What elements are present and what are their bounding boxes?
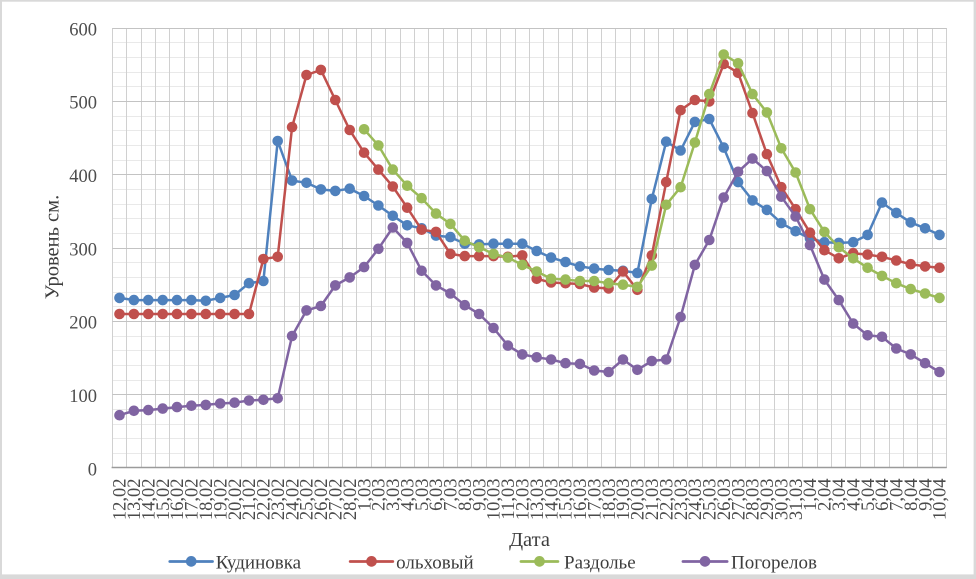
svg-text:6,03: 6,03 xyxy=(427,479,447,511)
svg-text:18,03: 18,03 xyxy=(600,479,620,521)
svg-text:4,03: 4,03 xyxy=(398,479,418,511)
svg-text:25,03: 25,03 xyxy=(701,479,721,521)
svg-text:9,03: 9,03 xyxy=(470,479,490,511)
svg-text:300: 300 xyxy=(69,240,97,260)
svg-text:15,03: 15,03 xyxy=(557,479,577,521)
svg-text:28,02: 28,02 xyxy=(341,479,361,521)
svg-text:200: 200 xyxy=(69,314,97,334)
svg-text:100: 100 xyxy=(69,387,97,407)
svg-text:9,04: 9,04 xyxy=(916,479,936,511)
svg-text:12,02: 12,02 xyxy=(111,479,131,521)
svg-text:13,03: 13,03 xyxy=(528,479,548,521)
svg-text:21,02: 21,02 xyxy=(240,479,260,521)
svg-text:28,03: 28,03 xyxy=(744,479,764,521)
svg-text:21,03: 21,03 xyxy=(643,479,663,521)
svg-text:22,02: 22,02 xyxy=(255,479,275,521)
svg-text:31,03: 31,03 xyxy=(787,479,807,521)
svg-text:25,02: 25,02 xyxy=(298,479,318,521)
svg-text:29,03: 29,03 xyxy=(758,479,778,521)
svg-text:18,02: 18,02 xyxy=(197,479,217,521)
svg-text:5,03: 5,03 xyxy=(413,479,433,511)
svg-text:500: 500 xyxy=(69,94,97,114)
svg-text:19,02: 19,02 xyxy=(211,479,231,521)
svg-text:2,03: 2,03 xyxy=(370,479,390,511)
svg-text:19,03: 19,03 xyxy=(614,479,634,521)
svg-text:7,03: 7,03 xyxy=(442,479,462,511)
svg-text:5,04: 5,04 xyxy=(859,479,879,511)
svg-text:8,03: 8,03 xyxy=(456,479,476,511)
svg-text:3,04: 3,04 xyxy=(830,479,850,511)
svg-text:14,02: 14,02 xyxy=(140,479,160,521)
svg-text:6,04: 6,04 xyxy=(873,479,893,511)
svg-text:Дата: Дата xyxy=(509,529,550,551)
svg-text:Кудиновка: Кудиновка xyxy=(216,552,302,573)
svg-text:27,02: 27,02 xyxy=(327,479,347,521)
svg-text:23,02: 23,02 xyxy=(269,479,289,521)
svg-text:17,02: 17,02 xyxy=(183,479,203,521)
svg-text:15,02: 15,02 xyxy=(154,479,174,521)
svg-text:400: 400 xyxy=(69,167,97,187)
svg-text:20,03: 20,03 xyxy=(629,479,649,521)
svg-text:600: 600 xyxy=(69,20,97,40)
svg-text:10,04: 10,04 xyxy=(931,479,951,521)
svg-text:11,03: 11,03 xyxy=(499,479,519,520)
svg-text:20,02: 20,02 xyxy=(226,479,246,521)
svg-text:8,04: 8,04 xyxy=(902,479,922,511)
svg-text:13,02: 13,02 xyxy=(125,479,145,521)
svg-text:22,03: 22,03 xyxy=(657,479,677,521)
svg-text:Раздолье: Раздолье xyxy=(564,552,636,573)
svg-text:1,03: 1,03 xyxy=(355,479,375,511)
svg-text:16,03: 16,03 xyxy=(571,479,591,521)
svg-text:1,04: 1,04 xyxy=(801,479,821,511)
svg-text:23,03: 23,03 xyxy=(672,479,692,521)
svg-text:16,02: 16,02 xyxy=(168,479,188,521)
svg-text:10,03: 10,03 xyxy=(485,479,505,521)
svg-text:24,02: 24,02 xyxy=(283,479,303,521)
svg-text:27,03: 27,03 xyxy=(729,479,749,521)
svg-text:12,03: 12,03 xyxy=(514,479,534,521)
svg-text:2,04: 2,04 xyxy=(816,479,836,511)
svg-text:17,03: 17,03 xyxy=(585,479,605,521)
svg-text:7,04: 7,04 xyxy=(888,479,908,511)
svg-text:30,03: 30,03 xyxy=(773,479,793,521)
svg-text:4,04: 4,04 xyxy=(844,479,864,511)
svg-text:14,03: 14,03 xyxy=(542,479,562,521)
svg-text:Погорелов: Погорелов xyxy=(731,552,817,573)
svg-text:0: 0 xyxy=(88,460,97,480)
svg-text:26,03: 26,03 xyxy=(715,479,735,521)
svg-text:ольховый: ольховый xyxy=(396,552,474,573)
svg-text:26,02: 26,02 xyxy=(312,479,332,521)
svg-text:3,03: 3,03 xyxy=(384,479,404,511)
svg-text:Уровень см.: Уровень см. xyxy=(42,195,64,300)
svg-text:24,03: 24,03 xyxy=(686,479,706,521)
